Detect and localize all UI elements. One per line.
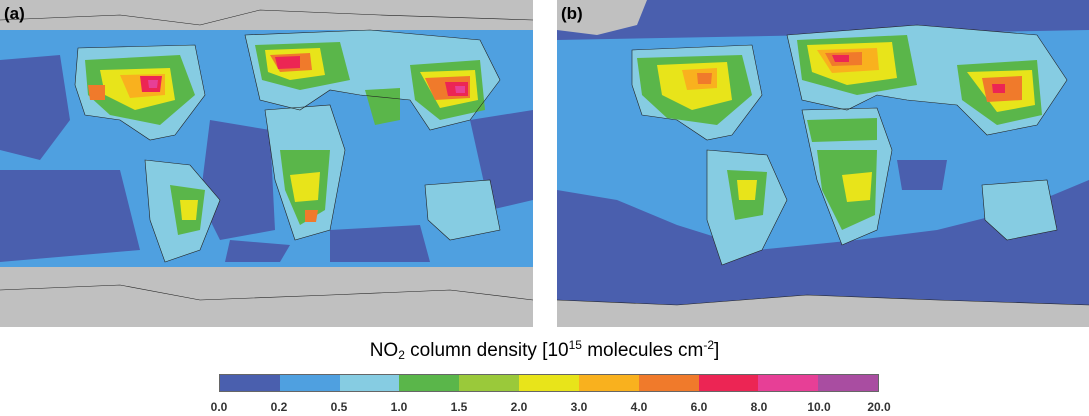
colorbar-cell [638, 375, 699, 391]
colorbar-tick-label: 20.0 [867, 400, 891, 414]
colorbar-tick-label: 1.0 [390, 400, 408, 414]
colorbar-tick-label: 10.0 [807, 400, 831, 414]
legend-title-main: NO [369, 340, 399, 361]
colorbar-tick-label: 6.0 [690, 400, 708, 414]
colorbar-ticks: 0.0 0.2 0.5 1.0 1.5 2.0 3.0 4.0 6.0 8.0 10.0 20.0 [0, 400, 1089, 416]
legend-title-mid2: molecules cm [581, 340, 704, 361]
colorbar-cell [578, 375, 639, 391]
colorbar-cell [758, 375, 819, 391]
legend-title-mid: column density [10 [404, 340, 569, 361]
legend-title-sup2: -2 [703, 338, 715, 352]
colorbar-tick-label: 2.0 [510, 400, 528, 414]
map-a [0, 0, 533, 327]
legend-title-sub: 2 [398, 348, 405, 362]
colorbar-tick-label: 4.0 [630, 400, 648, 414]
colorbar-cell [698, 375, 759, 391]
colorbar-cell [339, 375, 400, 391]
colorbar-tick-label: 8.0 [750, 400, 768, 414]
legend-title-end: ] [714, 340, 720, 361]
panel-label-b: (b) [561, 4, 583, 23]
colorbar-cell [399, 375, 460, 391]
colorbar [219, 374, 879, 392]
colorbar-cell [818, 375, 878, 391]
map-panel-b: (b) [557, 0, 1089, 327]
legend-title-sup1: 15 [568, 338, 582, 352]
colorbar-tick-label: 0.5 [330, 400, 348, 414]
colorbar-tick-label: 0.2 [270, 400, 288, 414]
colorbar-cell [459, 375, 520, 391]
legend-title: NO2 column density [1015 molecules cm-2] [0, 338, 1089, 362]
panel-label-a: (a) [4, 4, 25, 23]
map-panel-a: (a) [0, 0, 533, 327]
colorbar-tick-label: 0.0 [210, 400, 228, 414]
colorbar-tick-label: 3.0 [570, 400, 588, 414]
colorbar-cell [279, 375, 340, 391]
colorbar-cell [220, 375, 280, 391]
map-b [557, 0, 1089, 327]
colorbar-cell [519, 375, 579, 391]
colorbar-tick-label: 1.5 [450, 400, 468, 414]
